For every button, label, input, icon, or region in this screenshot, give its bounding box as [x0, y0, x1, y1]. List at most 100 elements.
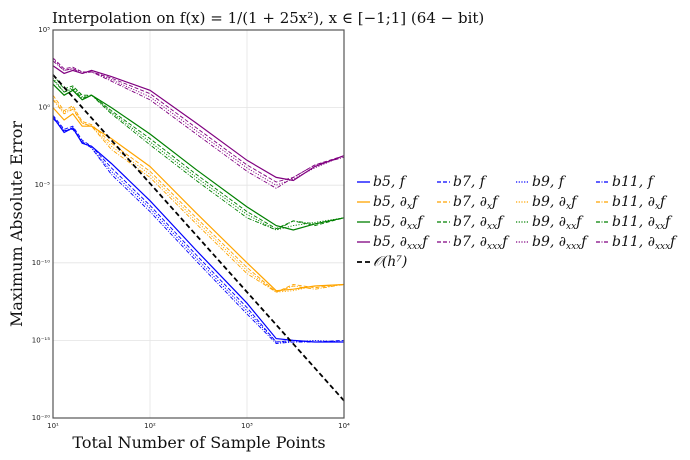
series-line [52, 98, 345, 293]
legend-label-post: f [479, 174, 488, 190]
legend-label: b7, ∂xxxf [453, 234, 510, 252]
legend-label-post: f [496, 214, 505, 230]
legend-label: b9, ∂xxxf [532, 234, 589, 252]
series-line [52, 77, 345, 231]
legend-label-sub: x [487, 202, 492, 212]
legend-label-pre: b5, [373, 214, 400, 230]
x-tick-label: 10² [144, 422, 156, 430]
legend-label-d: ∂ [400, 194, 407, 210]
y-tick-label: 10⁻⁵ [35, 181, 51, 189]
legend-label-sub: xxx [655, 242, 670, 252]
legend-label-sub: xxx [487, 242, 502, 252]
y-tick-label: 10⁻¹⁵ [32, 336, 50, 344]
legend-entry: b5, ∂xxxf [357, 234, 430, 252]
legend-label: b9, ∂xxf [532, 214, 584, 232]
chart-title: Interpolation on f(x) = 1/(1 + 25x²), x … [52, 9, 484, 27]
legend-label: b5, ∂xxf [373, 214, 425, 232]
legend-label-pre: b7, [453, 174, 480, 190]
series-line [52, 65, 345, 182]
legend-label-d: ∂ [400, 234, 407, 250]
legend-entry: b9, ∂xxxf [516, 234, 589, 252]
legend-label-sub: x [566, 202, 571, 212]
legend-entry: b7, ∂xxf [437, 214, 505, 232]
legend-label: b9, f [532, 174, 567, 190]
legend-label-sub: xxx [566, 242, 581, 252]
series-line [52, 58, 345, 186]
series-line [52, 115, 345, 343]
series-line [52, 107, 345, 292]
legend-label-d: ∂ [559, 194, 566, 210]
legend-label: b11, ∂xxf [612, 214, 673, 232]
legend-label-pre: b11, [612, 234, 648, 250]
legend-label-d: ∂ [559, 214, 566, 230]
legend-label-pre: b5, [373, 234, 400, 250]
legend-label-sub: xx [407, 222, 417, 232]
legend-label-pre: b11, [612, 194, 648, 210]
legend-label-pre: b9, [532, 234, 559, 250]
legend-entry: b9, ∂xf [516, 194, 579, 212]
legend-entry: b9, f [516, 174, 567, 190]
series-line [52, 99, 345, 293]
legend-entry: b7, ∂xxxf [437, 234, 510, 252]
legend-label-sub: xx [655, 222, 665, 232]
legend-label: 𝒪(h⁷) [373, 254, 407, 270]
legend-entry: b7, ∂xf [437, 194, 500, 212]
legend-label-pre: b9, [532, 214, 559, 230]
y-tick-label: 10⁻¹⁰ [32, 259, 50, 267]
legend-label-post: f [580, 234, 589, 250]
legend-label: b11, ∂xf [612, 194, 668, 212]
legend-label: b5, f [373, 174, 408, 190]
legend-label-d: ∂ [648, 234, 655, 250]
x-axis-label: Total Number of Sample Points [72, 433, 325, 452]
legend-label-sub: x [407, 202, 412, 212]
legend-label-d: ∂ [559, 234, 566, 250]
legend-label-pre: b9, [532, 194, 559, 210]
y-axis-label: Maximum Absolute Error [7, 121, 26, 327]
legend-entry: b9, ∂xxf [516, 214, 584, 232]
legend-label-d: ∂ [480, 194, 487, 210]
legend-entry: b11, ∂xxxf [596, 234, 678, 252]
legend-label-post: f [491, 194, 500, 210]
legend-label-post: f [575, 214, 584, 230]
y-tick-label: 10⁵ [38, 26, 50, 34]
y-tick-label: 10⁰ [38, 104, 50, 112]
series-line [52, 83, 345, 231]
legend-label: b7, f [453, 174, 488, 190]
legend-label-pre: b7, [453, 214, 480, 230]
legend-label: b7, ∂xf [453, 194, 500, 212]
series-line [52, 116, 344, 343]
legend-label-pre: b11, [612, 174, 648, 190]
legend-label-pre: b5, [373, 194, 400, 210]
series-line [52, 118, 344, 344]
x-tick-label: 10³ [241, 422, 253, 430]
legend-label-post: f [669, 234, 678, 250]
legend-entry: b5, f [357, 174, 408, 190]
legend-entry: b11, ∂xf [596, 194, 668, 212]
legend-entry-reference: 𝒪(h⁷) [357, 254, 407, 270]
legend-label-post: f [421, 234, 430, 250]
legend-label-post: f [411, 194, 420, 210]
legend-label-sub: xx [487, 222, 497, 232]
plot-frame [52, 29, 345, 419]
ticks: 10¹ 10² 10³ 10⁴ 10⁵ 10⁰ 10⁻⁵ 10⁻¹⁰ 10⁻¹⁵ 10⁻²⁰ [32, 26, 350, 430]
legend-label-post: f [647, 174, 656, 190]
legend-entry: b5, ∂xxf [357, 214, 425, 232]
legend-label-pre: b5, [373, 174, 400, 190]
series-line [52, 74, 345, 230]
x-tick-label: 10¹ [47, 422, 59, 430]
legend-label-post: f [501, 234, 510, 250]
legend-label-post: f [399, 174, 408, 190]
legend-label: b11, ∂xxxf [612, 234, 678, 252]
legend-label-post: f [416, 214, 425, 230]
legend-label: b11, f [612, 174, 656, 190]
legend-label-d: ∂ [480, 214, 487, 230]
legend-label-d: ∂ [480, 234, 487, 250]
reference-line [52, 74, 345, 402]
legend-label-d: ∂ [648, 214, 655, 230]
plot-lines [52, 57, 345, 402]
legend-label-post: f [558, 174, 567, 190]
grid [52, 29, 345, 419]
legend-label: b5, ∂xxxf [373, 234, 430, 252]
legend-entry: b5, ∂xf [357, 194, 420, 212]
legend-label-d: ∂ [648, 194, 655, 210]
